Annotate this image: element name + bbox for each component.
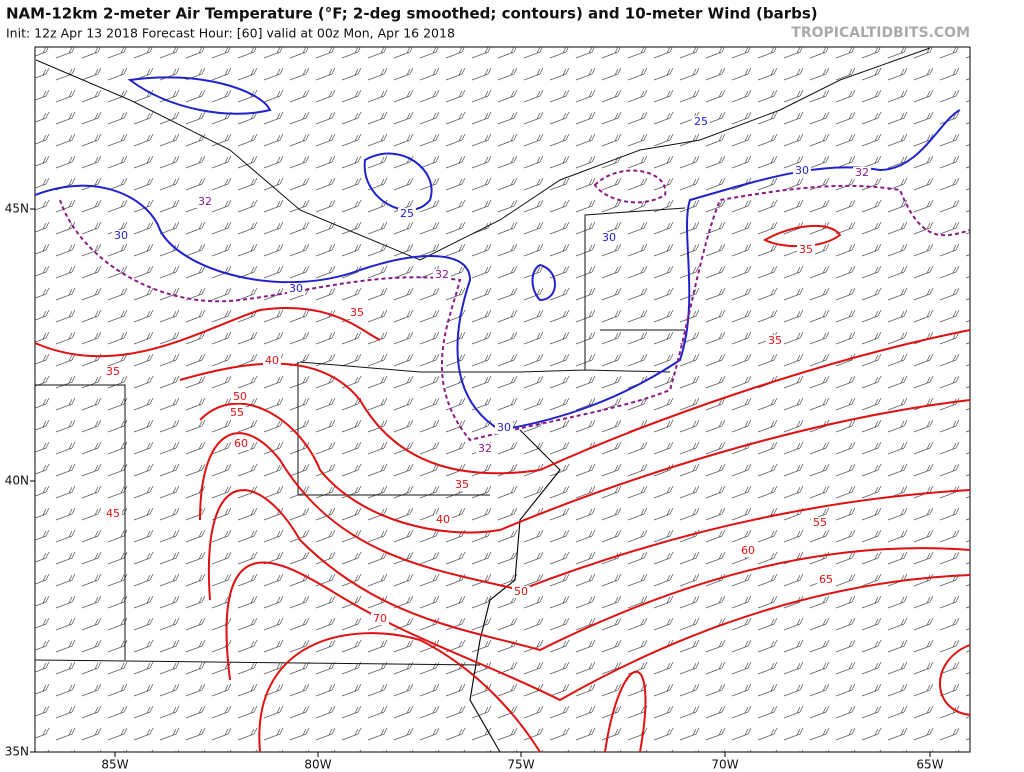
contour-label-bg	[739, 545, 757, 557]
contour-label-bg	[287, 283, 305, 295]
contour-label: 32	[435, 268, 449, 281]
contour-label-bg	[228, 407, 246, 419]
contour-label: 35	[799, 243, 813, 256]
longitude-label: 65W	[916, 758, 943, 772]
contour-label-bg	[232, 438, 250, 450]
watermark: TROPICALTIDBITS.COM	[791, 25, 970, 41]
latitude-label: 35N	[5, 745, 29, 759]
contour-label-bg	[433, 269, 451, 281]
contour-label: 35	[455, 478, 469, 491]
contour-label: 32	[855, 166, 869, 179]
longitude-label: 75W	[507, 758, 534, 772]
contour-label: 30	[602, 231, 616, 244]
contour-label: 60	[741, 544, 755, 557]
longitude-label: 70W	[711, 758, 738, 772]
contour-label: 35	[350, 306, 364, 319]
contour-label: 32	[478, 442, 492, 455]
contour-label: 32	[198, 195, 212, 208]
contour-label: 45	[106, 507, 120, 520]
contour-label: 55	[230, 406, 244, 419]
contour-label: 30	[289, 282, 303, 295]
contour-label-bg	[196, 196, 214, 208]
contour-label: 40	[265, 354, 279, 367]
contour-label: 35	[106, 365, 120, 378]
latitude-label: 40N	[5, 474, 29, 488]
subtitle: Init: 12z Apr 13 2018 Forecast Hour: [60…	[6, 26, 455, 41]
contour-label-bg	[398, 208, 416, 220]
contour-label-bg	[476, 443, 494, 455]
contour-label-bg	[692, 116, 710, 128]
contour-label: 65	[819, 573, 833, 586]
contour-label: 35	[768, 334, 782, 347]
contour-label: 55	[813, 516, 827, 529]
contour-label-bg	[797, 244, 815, 256]
contour-label: 25	[694, 115, 708, 128]
contour-label-bg	[371, 613, 389, 625]
contour-label: 30	[497, 421, 511, 434]
contour-label-bg	[512, 586, 530, 598]
contour-label: 70	[373, 612, 387, 625]
contour-label-bg	[817, 574, 835, 586]
contour-label: 50	[514, 585, 528, 598]
latitude-label: 45N	[5, 202, 29, 216]
contour-label-bg	[104, 508, 122, 520]
contour-label-bg	[495, 422, 513, 434]
contour-label-bg	[348, 307, 366, 319]
contour-label-bg	[811, 517, 829, 529]
contour-label: 30	[114, 229, 128, 242]
map-frame	[34, 46, 971, 753]
longitude-label: 85W	[101, 758, 128, 772]
contour-label: 60	[234, 437, 248, 450]
contour-label: 30	[795, 164, 809, 177]
contour-label-bg	[793, 165, 811, 177]
contour-label-bg	[112, 230, 130, 242]
contour-label-bg	[231, 391, 249, 403]
contour-label-bg	[453, 479, 471, 491]
contour-label: 40	[436, 513, 450, 526]
contour-label: 25	[400, 207, 414, 220]
contour-label-bg	[263, 355, 281, 367]
contour-label: 50	[233, 390, 247, 403]
title: NAM-12km 2-meter Air Temperature (°F; 2-…	[6, 5, 818, 23]
contour-label-bg	[766, 335, 784, 347]
contour-label-bg	[853, 167, 871, 179]
contour-label-bg	[600, 232, 618, 244]
contour-label-bg	[104, 366, 122, 378]
contour-label-bg	[434, 514, 452, 526]
longitude-label: 80W	[304, 758, 331, 772]
